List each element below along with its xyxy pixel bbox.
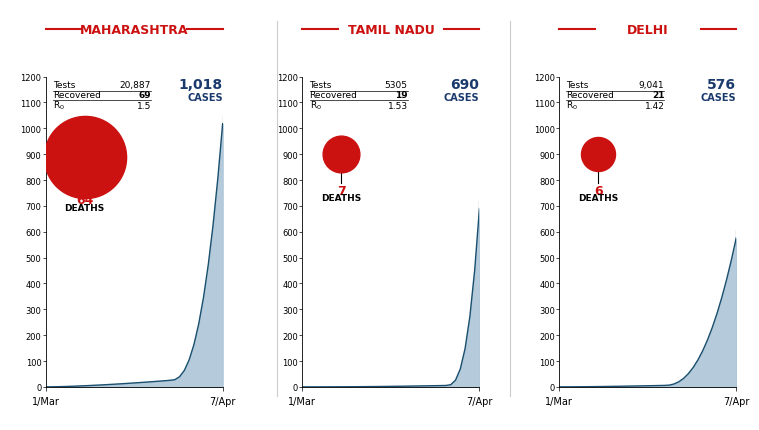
Point bbox=[592, 151, 604, 158]
Text: CASES: CASES bbox=[187, 93, 222, 103]
Point bbox=[335, 151, 348, 158]
Text: 69: 69 bbox=[138, 91, 151, 100]
Text: 20,887: 20,887 bbox=[119, 81, 151, 89]
Text: 9,041: 9,041 bbox=[639, 81, 664, 89]
Text: 6: 6 bbox=[594, 184, 603, 197]
Text: Tests: Tests bbox=[310, 81, 332, 89]
Point bbox=[78, 154, 90, 161]
Text: Recovered: Recovered bbox=[310, 91, 357, 100]
Text: 19: 19 bbox=[395, 91, 408, 100]
Text: 1,018: 1,018 bbox=[178, 77, 222, 91]
Text: R$_0$: R$_0$ bbox=[310, 99, 322, 112]
Text: 21: 21 bbox=[652, 91, 664, 100]
Text: MAHARASHTRA: MAHARASHTRA bbox=[80, 24, 188, 37]
Text: CASES: CASES bbox=[444, 93, 480, 103]
Text: Tests: Tests bbox=[566, 81, 589, 89]
Text: Tests: Tests bbox=[52, 81, 75, 89]
Text: 5305: 5305 bbox=[385, 81, 408, 89]
Text: 576: 576 bbox=[707, 77, 736, 91]
Text: Recovered: Recovered bbox=[566, 91, 614, 100]
Text: 1.5: 1.5 bbox=[137, 101, 151, 110]
Text: Recovered: Recovered bbox=[52, 91, 101, 100]
Text: R$_0$: R$_0$ bbox=[52, 99, 65, 112]
Text: R$_0$: R$_0$ bbox=[566, 99, 578, 112]
Text: DEATHS: DEATHS bbox=[321, 194, 361, 203]
Text: DELHI: DELHI bbox=[627, 24, 669, 37]
Text: CASES: CASES bbox=[701, 93, 736, 103]
Text: TAMIL NADU: TAMIL NADU bbox=[348, 24, 434, 37]
Text: 690: 690 bbox=[451, 77, 480, 91]
Text: DEATHS: DEATHS bbox=[65, 204, 105, 213]
Text: 1.42: 1.42 bbox=[644, 101, 664, 110]
Text: 64: 64 bbox=[76, 194, 93, 206]
Text: 7: 7 bbox=[337, 184, 345, 197]
Text: DEATHS: DEATHS bbox=[578, 194, 619, 203]
Text: 1.53: 1.53 bbox=[388, 101, 408, 110]
